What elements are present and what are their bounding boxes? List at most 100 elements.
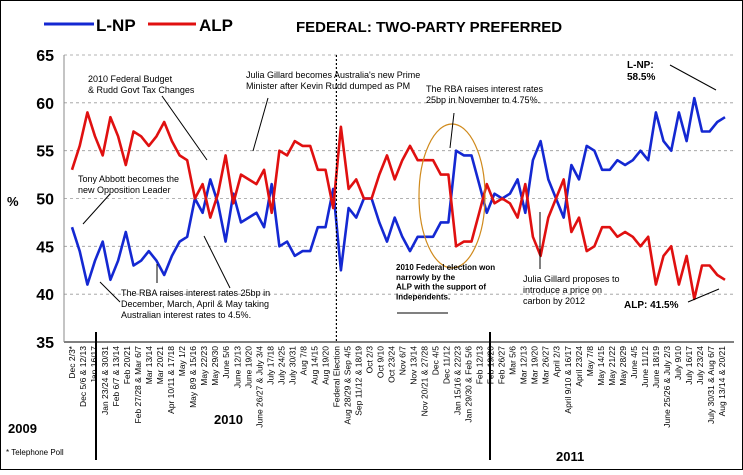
- x-tick-label: Dec 2/3*: [67, 345, 77, 378]
- annotation-lnp-last: L-NP: 58.5%: [627, 60, 655, 83]
- x-tick-label: Mar 19/20: [530, 346, 540, 385]
- annotation-abbott: Tony Abbott becomes the new Opposition Le…: [78, 174, 179, 195]
- year-label-2011: 2011: [556, 449, 584, 464]
- x-tick-label: July 16/17: [684, 346, 694, 385]
- legend-alp-label: ALP: [199, 16, 233, 35]
- series-lines: [70, 96, 726, 301]
- x-tick-label: Oct 23/24: [387, 346, 397, 383]
- y-tick-label: 45: [36, 239, 54, 256]
- x-tick-label: Jan 23/24 & 30/31: [100, 346, 110, 415]
- annotation-rba-2010: The RBA raises interest rates 25bp in Dec…: [121, 288, 270, 320]
- x-tick-label: Feb 6/7 & 13/14: [111, 346, 121, 407]
- y-tick-label: 40: [36, 287, 54, 304]
- x-tick-label: May 14/15: [596, 346, 606, 386]
- x-tick-label: July 23/24: [695, 346, 705, 385]
- arrow-abbott: [82, 193, 111, 225]
- year-label-2010: 2010: [214, 412, 243, 427]
- x-tick-label: Feb 20/21: [122, 346, 132, 385]
- x-tick-label: June 25/26 & July 2/3: [662, 346, 672, 428]
- x-tick-label: June 5/6: [221, 346, 231, 379]
- x-tick-label: Jan 15/16 & 22/23: [453, 346, 463, 415]
- x-tick-label: Jan 16/17: [89, 346, 99, 384]
- x-tick-label: May 21/22: [607, 346, 617, 386]
- x-tick-label: Mar 13/14: [144, 346, 154, 385]
- x-tick-label: Feb 26/27: [497, 346, 507, 385]
- x-tick-label: May 1/2: [177, 346, 187, 377]
- x-tick-label: July 24/25: [276, 346, 286, 385]
- x-tick-label: Feb 27/28 & Mar 6/7: [133, 346, 143, 424]
- y-tick-label: 55: [36, 144, 54, 161]
- x-tick-label: May 28/29: [618, 346, 628, 386]
- x-tick-label: June 26/27 & July 3/4: [254, 346, 264, 428]
- x-tick-label: Oct 9/10: [376, 346, 386, 378]
- x-tick-label: April 2/3: [552, 346, 562, 377]
- x-tick-label: Dec 4/5: [431, 346, 441, 376]
- y-tick-label: 50: [36, 192, 54, 209]
- x-tick-label: Jan 29/30 & Feb 5/6: [464, 346, 474, 423]
- x-tick-label: June 4/5: [629, 346, 639, 379]
- arrow-rba-nov: [449, 112, 455, 149]
- annotation-carbon: Julia Gillard proposes to introduce a pri…: [523, 274, 620, 306]
- highlight-ellipse: [418, 123, 486, 269]
- x-tick-label: Mar 12/13: [519, 346, 529, 385]
- annotation-alp-last: ALP: 41.5%: [624, 300, 679, 311]
- x-tick-label: Aug 13/14 & 20/21: [717, 346, 727, 417]
- arrow-budget: [161, 95, 208, 161]
- x-tick-label: June 12/13: [232, 346, 242, 388]
- y-tick-label: 65: [36, 48, 54, 65]
- x-tick-label: May 7/8: [585, 346, 595, 377]
- x-tick-label: Aug 14/15: [309, 346, 319, 385]
- annotation-rba-nov: The RBA raises interest rates 25bp in Nov…: [426, 84, 544, 105]
- x-tick-label: May 29/30: [210, 346, 220, 386]
- legend-lnp-label: L-NP: [96, 16, 136, 35]
- series-line-alp: [70, 111, 726, 301]
- x-tick-label: July 9/10: [673, 346, 683, 380]
- x-tick-label: June 18/19: [651, 346, 661, 388]
- x-tick-label: Dec 5/6 & 12/13: [78, 346, 88, 407]
- x-tick-label: Mar 20/21: [155, 346, 165, 385]
- arrow-rba-right: [203, 235, 231, 289]
- x-tick-label: Aug 28/29 & Sep 4/5: [342, 346, 352, 425]
- x-tick-label: April 23/24: [574, 346, 584, 387]
- annotation-budget: 2010 Federal Budget & Rudd Govt Tax Chang…: [88, 74, 195, 95]
- x-tick-label: July 30/31: [287, 346, 297, 385]
- x-tick-label: Dec 11/12: [442, 346, 452, 384]
- x-tick-label: Aug 19/20: [320, 346, 330, 385]
- x-tick-label: April 9/10 & 16/17: [563, 346, 573, 414]
- x-tick-labels: Dec 2/3* Dec 5/6 & 12/13 Jan 16/17 Jan 23/2…: [67, 345, 727, 427]
- series-line-lnp: [70, 96, 726, 286]
- x-tick-label: Feb 12/13: [475, 346, 485, 385]
- arrow-gillard: [252, 97, 269, 152]
- x-tick-label: Nov 20/21 & 27/28: [420, 346, 430, 417]
- y-tick-labels: 35 40 45 50 55 60 65: [36, 48, 54, 352]
- y-tick-label: 35: [36, 335, 54, 352]
- arrow-rba-left: [99, 281, 121, 303]
- x-tick-label: May 22/23: [199, 346, 209, 386]
- x-tick-label: Oct 2/3: [365, 346, 375, 374]
- x-tick-label: July 17/18: [265, 346, 275, 385]
- x-tick-label: Federal Election: [331, 346, 341, 408]
- x-tick-label: Nov 13/14: [409, 346, 419, 385]
- footnote: * Telephone Poll: [6, 448, 64, 457]
- x-tick-label: Mar 5/6: [508, 346, 518, 375]
- x-tick-label: Sep 11/12 & 18/19: [353, 346, 363, 416]
- y-axis-label: %: [7, 194, 19, 209]
- arrow-alp: [687, 288, 720, 303]
- gridlines: [64, 54, 734, 295]
- arrow-lnp: [669, 64, 717, 91]
- x-tick-label: Nov 6/7: [398, 346, 408, 376]
- x-tick-label: Mar 26/27: [541, 346, 551, 385]
- x-tick-label: June 11/12: [640, 346, 650, 388]
- y-tick-label: 60: [36, 96, 54, 113]
- x-tick-label: July 30/31 & Aug 6/7: [706, 346, 716, 424]
- annotation-gillard-pm: Julia Gillard becomes Australia's new Pr…: [246, 70, 420, 91]
- chart-title: FEDERAL: TWO-PARTY PREFERRED: [296, 19, 562, 36]
- x-tick-label: June 19/20: [243, 346, 253, 388]
- x-tick-label: May 8/9 & 15/16: [188, 346, 198, 408]
- annotations: 2010 Federal Budget & Rudd Govt Tax Chang…: [78, 60, 720, 320]
- legend: L-NP ALP: [44, 16, 233, 35]
- x-tick-label: Aug 7/8: [298, 346, 308, 376]
- annotation-election: 2010 Federal election won narrowly by the…: [396, 263, 495, 301]
